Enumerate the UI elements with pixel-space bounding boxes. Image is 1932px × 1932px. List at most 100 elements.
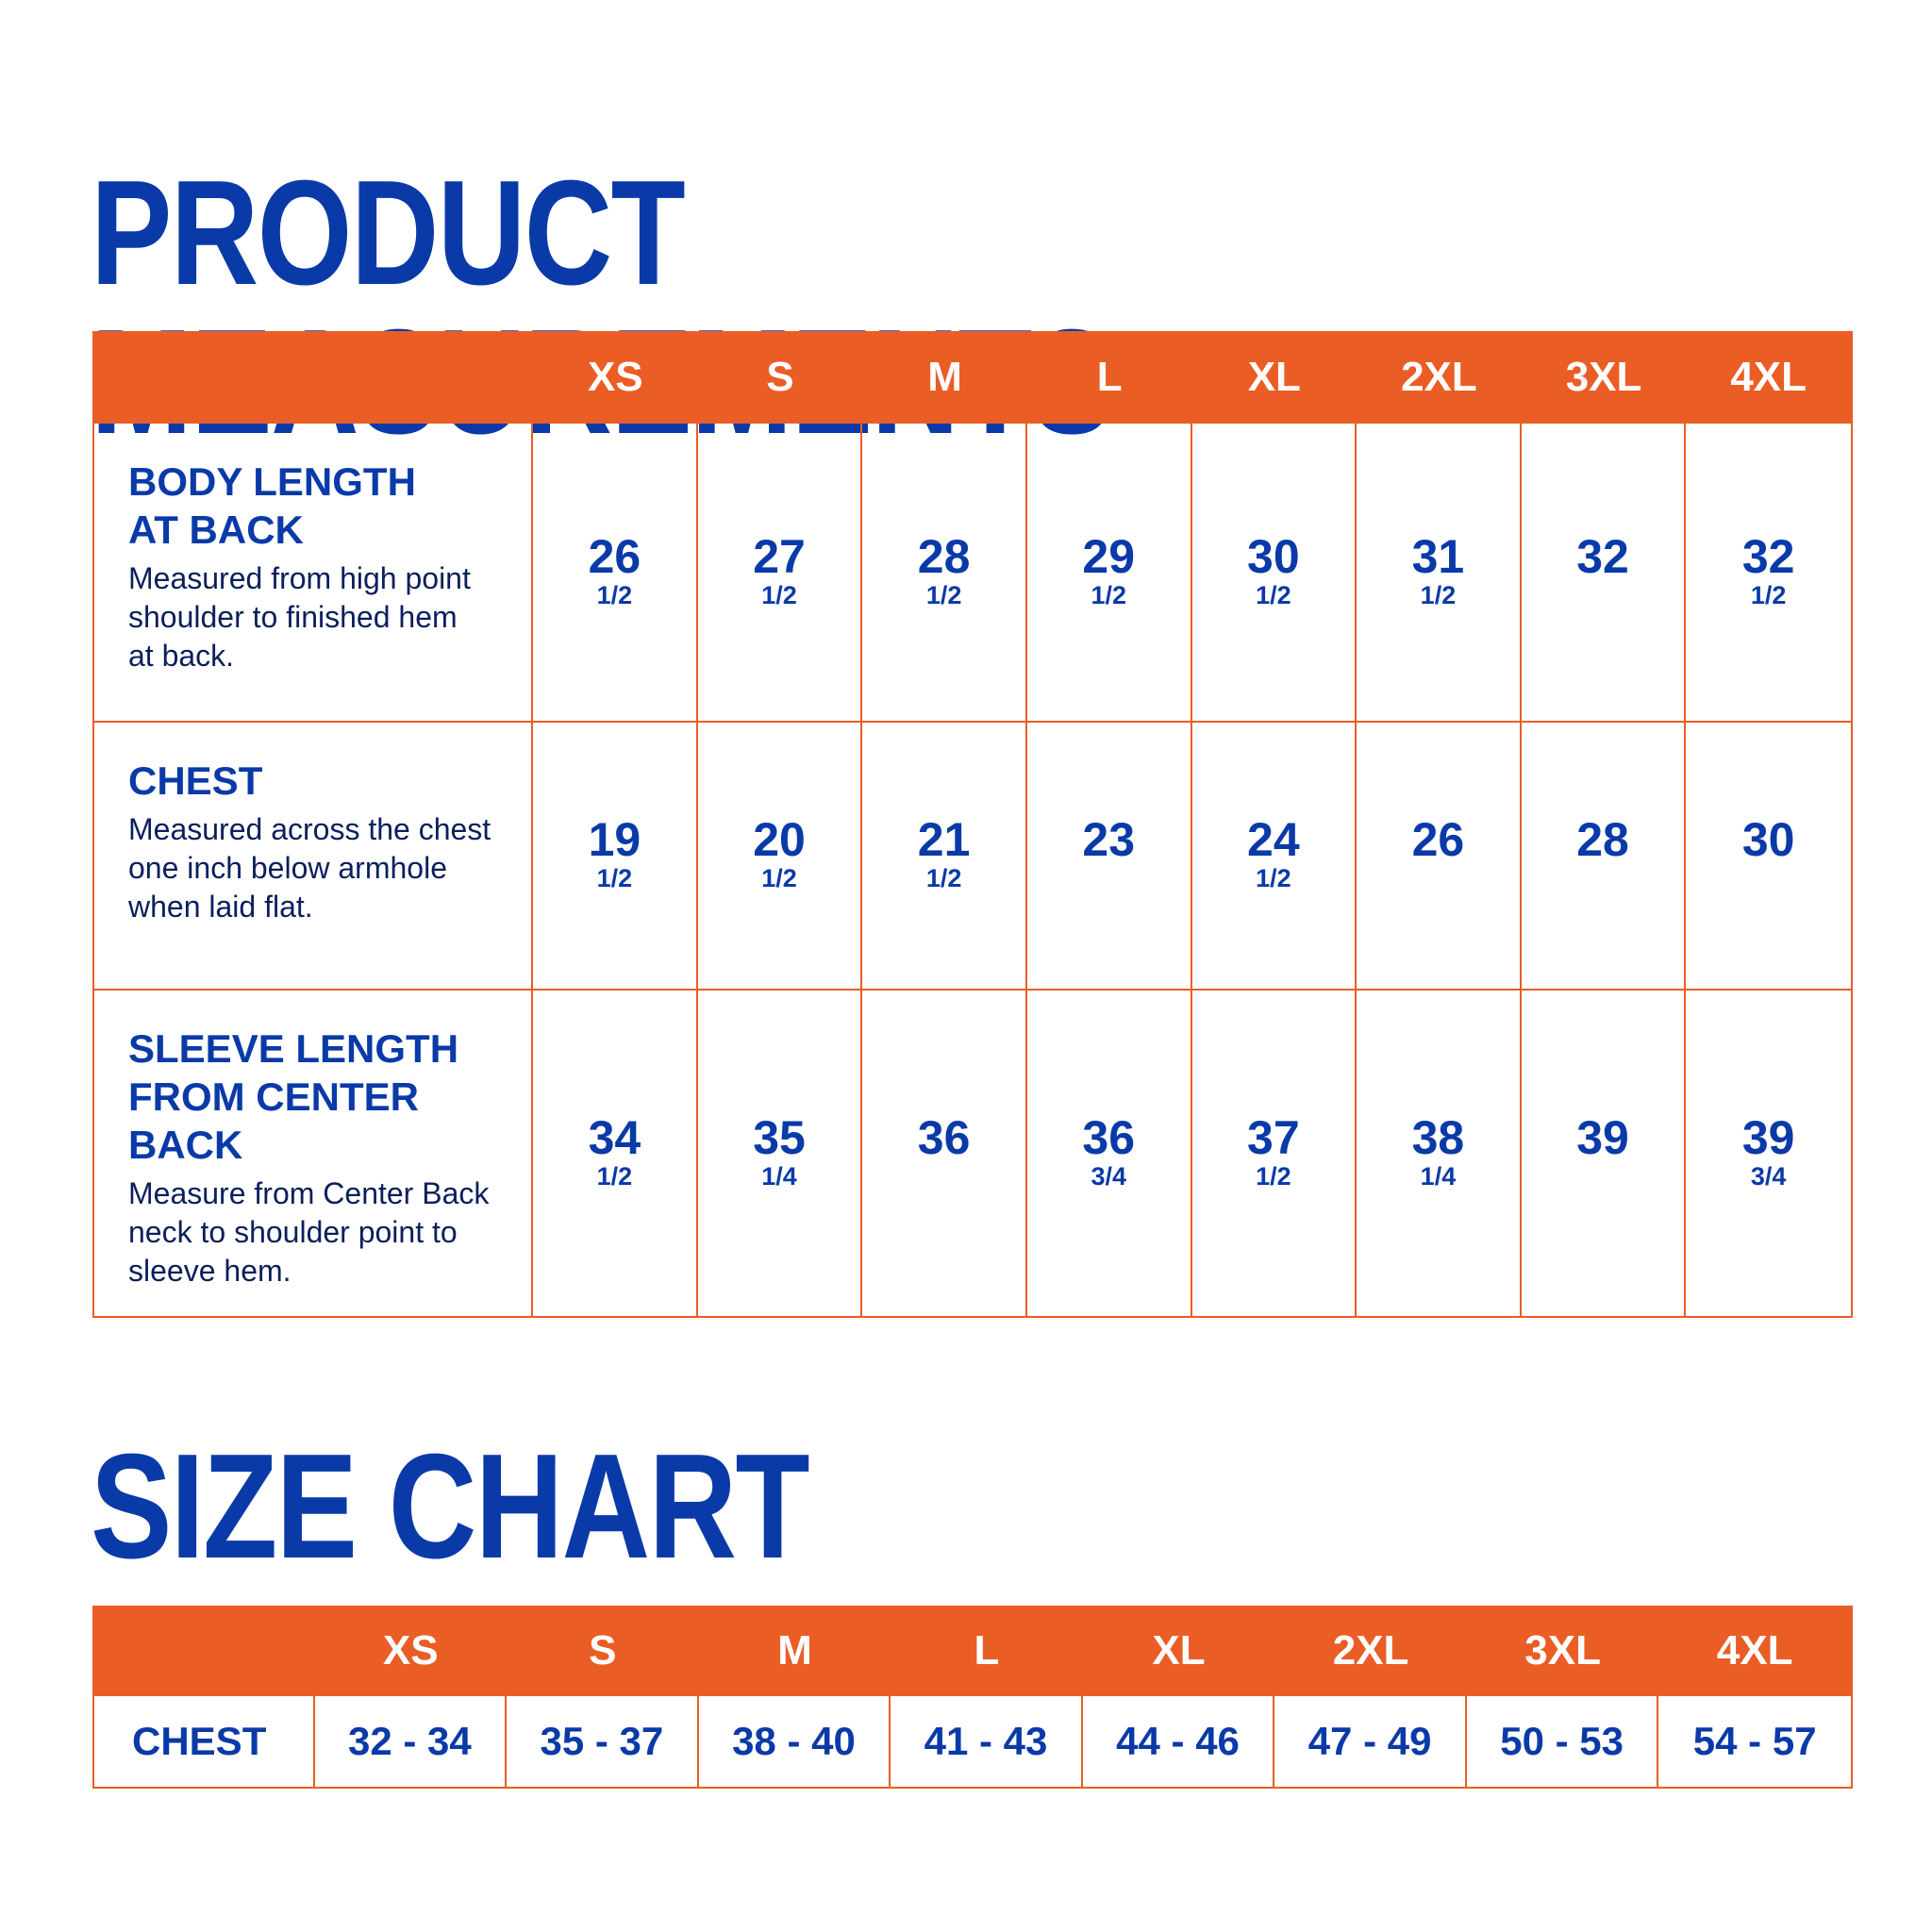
size-header: L [974,1627,1000,1674]
value-whole: 30 [1247,529,1300,583]
value-cell: 19 1/2 [533,723,698,989]
value-cell: 28 1/2 [862,424,1027,721]
value-whole: 35 [753,1110,806,1164]
row-description: Measured from high point shoulder to fin… [128,561,471,673]
value-fraction: 1/2 [1750,580,1787,609]
row-description: Measure from Center Back neck to shoulde… [128,1176,490,1288]
size-header: 2XL [1401,354,1477,400]
value-whole: 24 [1247,813,1300,866]
value-whole: 39 [1741,1110,1795,1164]
row-title: BODY LENGTH AT BACK [128,459,416,552]
value-cell: 27 1/2 [698,424,863,721]
value-cell: 32 1/2 [1686,424,1851,721]
value-fraction: 1/2 [1256,864,1291,892]
value-cell: 26 [1357,723,1522,989]
value-whole: 27 [753,529,806,583]
range-cell: 47 - 49 [1274,1696,1467,1787]
value-cell: 21 1/2 [862,723,1027,989]
row-description: Measured across the chest one inch below… [128,812,491,924]
size-header: S [766,354,794,400]
value-whole: 30 [1741,813,1795,866]
size-chart-title: SIZE CHART [91,1424,810,1590]
value-cell: 23 [1027,723,1192,989]
row-label-cell: SLEEVE LENGTH FROM CENTER BACK Measure f… [94,991,534,1316]
value-cell: 32 [1522,424,1687,721]
size-header: 4XL [1730,354,1807,400]
size-header: 2XL [1332,1627,1409,1674]
value-whole: 36 [917,1110,971,1164]
table-row-chest: CHEST Measured across the chest one inch… [94,721,1851,989]
value-cell: 29 1/2 [1027,424,1192,721]
value-cell: 38 1/4 [1357,991,1522,1316]
value-cell: 31 1/2 [1357,424,1522,721]
value-cell: 30 1/2 [1192,424,1357,721]
size-header: XL [1247,354,1301,400]
value-cell: 37 1/2 [1192,991,1357,1316]
range-cell: 50 - 53 [1467,1696,1659,1787]
value-whole: 28 [917,529,971,583]
value-whole: 36 [1082,1110,1136,1164]
size-header: M [927,354,962,400]
value-cell: 39 [1522,991,1687,1316]
value-fraction: 1/2 [596,580,633,609]
value-fraction: 1/2 [761,864,797,892]
value-fraction: 1/2 [596,864,633,892]
table-row-body-length: BODY LENGTH AT BACK Measured from high p… [94,422,1851,721]
value-fraction: 1/4 [1420,1161,1457,1191]
value-cell: 24 1/2 [1192,723,1357,989]
value-whole: 37 [1247,1110,1300,1164]
value-whole: 20 [753,813,806,866]
value-fraction: 3/4 [1750,1161,1787,1191]
value-cell: 28 [1522,723,1687,989]
range-cell: 54 - 57 [1692,1719,1817,1763]
size-header: M [777,1627,812,1674]
value-fraction: 1/2 [925,580,962,609]
size-chart-header-row: XS S M L XL 2XL 3XL 4XL [94,1607,1851,1694]
value-whole: 26 [1411,813,1465,866]
size-header: XS [382,1627,439,1674]
row-title: SLEEVE LENGTH FROM CENTER BACK [128,1026,459,1167]
value-fraction: 1/2 [925,864,962,892]
value-whole: 32 [1576,529,1629,583]
value-cell: 26 1/2 [533,424,698,721]
value-whole: 23 [1082,813,1136,866]
value-whole: 38 [1411,1110,1465,1164]
table-row-sleeve-length: SLEEVE LENGTH FROM CENTER BACK Measure f… [94,989,1851,1316]
row-title: CHEST [128,758,263,803]
value-whole: 21 [917,813,971,866]
range-cell: 44 - 46 [1083,1696,1275,1787]
row-label-cell: BODY LENGTH AT BACK Measured from high p… [94,424,534,721]
value-cell: 39 3/4 [1686,991,1851,1316]
size-header: XL [1152,1627,1206,1674]
size-chart-table: XS S M L XL 2XL 3XL 4XL CHEST 32 - 34 35… [92,1606,1853,1789]
range-cell: 38 - 40 [699,1696,891,1787]
size-header: XS [587,354,643,400]
value-whole: 19 [588,813,641,866]
header-blank-cell [94,333,533,422]
value-cell: 35 1/4 [698,991,863,1316]
measurements-header-row: XS S M L XL 2XL 3XL 4XL [94,333,1851,422]
value-whole: 29 [1082,529,1136,583]
range-cell: 35 - 37 [507,1696,699,1787]
value-whole: 34 [588,1110,641,1164]
row-label: CHEST [94,1696,315,1787]
value-cell: 34 1/2 [533,991,698,1316]
range-cell: 32 - 34 [315,1696,508,1787]
value-fraction: 1/2 [1091,580,1126,609]
size-header: L [1096,354,1123,400]
value-fraction: 1/2 [1256,1161,1291,1191]
value-fraction: 1/2 [1420,580,1457,609]
value-whole: 28 [1576,813,1629,866]
size-header: 3XL [1565,354,1642,400]
value-cell: 30 [1686,723,1851,989]
size-header: S [589,1627,617,1674]
value-whole: 39 [1576,1110,1629,1164]
product-measurements-table: XS S M L XL 2XL 3XL 4XL BODY LENGTH AT B… [92,331,1853,1318]
value-whole: 26 [588,529,641,583]
header-blank-cell [94,1607,315,1694]
value-fraction: 1/2 [761,580,797,609]
table-row-chest-range: CHEST 32 - 34 35 - 37 38 - 40 41 - 43 44… [94,1694,1851,1787]
value-cell: 20 1/2 [698,723,863,989]
row-label-cell: CHEST Measured across the chest one inch… [94,723,534,989]
value-fraction: 1/2 [1256,580,1291,609]
